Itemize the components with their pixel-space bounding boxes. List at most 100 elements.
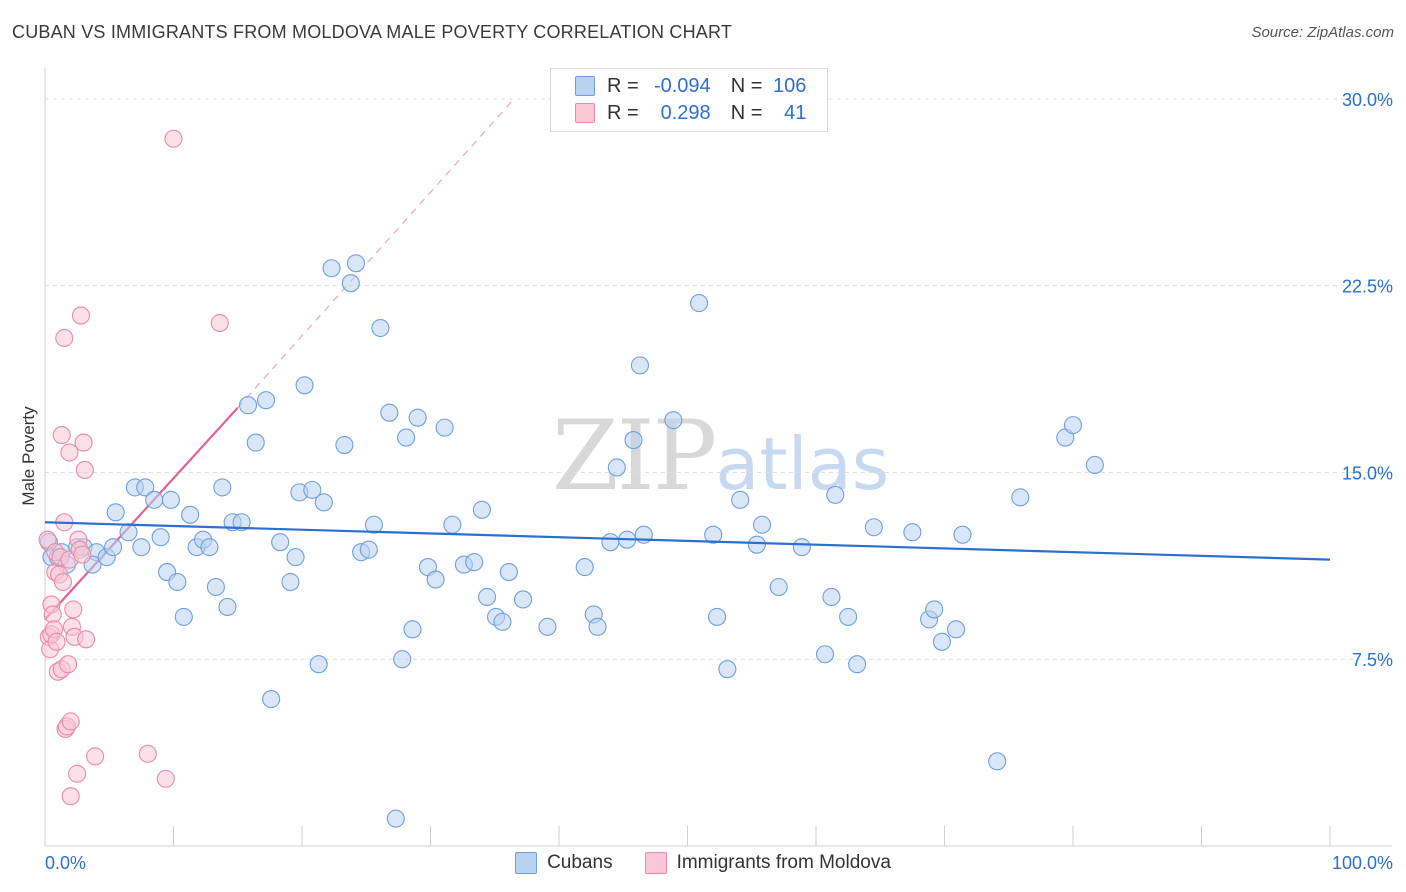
cubans-point — [303, 480, 322, 499]
cubans-point — [988, 752, 1007, 771]
legend-item-moldova[interactable]: Immigrants from Moldova — [644, 852, 891, 874]
moldova-point — [156, 769, 175, 788]
moldova-points — [38, 129, 229, 806]
axes — [44, 68, 1392, 847]
cubans-point — [624, 431, 643, 450]
y-tick-label: 30.0% — [1342, 90, 1393, 110]
watermark-zip: ZIP — [552, 400, 717, 512]
cubans-point — [281, 572, 300, 592]
cubans-point — [246, 433, 265, 452]
cubans-point — [213, 478, 232, 497]
moldova-point — [164, 129, 183, 148]
cubans-n-label: N = — [730, 74, 763, 97]
cubans-point — [752, 515, 772, 534]
cubans-point — [380, 403, 399, 422]
cubans-point — [364, 515, 384, 534]
cubans-point — [136, 478, 155, 497]
moldova-swatch — [575, 103, 595, 123]
cubans-point — [630, 356, 650, 375]
cubans-point — [513, 590, 533, 609]
cubans-point — [145, 490, 164, 509]
x-tick-label-min: 0.0% — [45, 853, 86, 873]
cubans-point — [181, 505, 200, 524]
cubans-point — [1085, 455, 1104, 475]
moldova-r-value: 0.298 — [660, 101, 711, 124]
moldova-trend-group — [44, 98, 515, 621]
legend-label-cubans: Cubans — [547, 852, 613, 873]
y-axis-title: Male Poverty — [19, 406, 38, 506]
cubans-point — [435, 418, 454, 437]
cubans-point — [359, 540, 378, 559]
cubans-point — [104, 538, 123, 557]
cubans-n-value: 106 — [773, 74, 807, 97]
moldova-point — [53, 572, 73, 592]
cubans-point — [903, 523, 922, 542]
cubans-point — [472, 500, 491, 519]
moldova-trend-extension — [237, 98, 515, 409]
cubans-point — [769, 577, 788, 597]
cubans-point — [322, 259, 341, 278]
moldova-point — [61, 787, 80, 806]
legend-item-cubans[interactable]: Cubans — [515, 852, 613, 874]
cubans-point — [443, 515, 462, 534]
tick-labels: 7.5% 15.0% 22.5% 30.0% 0.0% 100.0% Male Povert… — [19, 90, 1393, 873]
cubans-point — [704, 525, 723, 544]
moldova-point — [60, 443, 79, 462]
cubans-point — [708, 607, 727, 626]
cubans-point — [826, 485, 845, 504]
watermark: ZIPatlas — [552, 400, 889, 512]
y-tick-label: 7.5% — [1352, 650, 1393, 670]
cubans-point — [309, 655, 328, 674]
stats-legend: R = -0.094 N = 106 R = 0.298 N = 41 — [550, 68, 828, 132]
cubans-point — [601, 533, 620, 552]
cubans-point — [1011, 488, 1030, 507]
cubans-point — [607, 458, 626, 477]
moldova-point — [52, 426, 71, 445]
cubans-point — [371, 318, 390, 338]
cubans-point — [848, 655, 867, 674]
cubans-point — [718, 660, 737, 679]
cubans-point — [386, 809, 405, 828]
grid-lines — [45, 98, 1392, 660]
moldova-point — [74, 433, 93, 452]
cubans-point — [119, 523, 138, 542]
cubans-trend-line — [44, 521, 1331, 561]
cubans-point — [925, 600, 944, 619]
chart-title: CUBAN VS IMMIGRANTS FROM MOLDOVA MALE PO… — [12, 22, 733, 42]
moldova-point — [68, 764, 87, 783]
cubans-point — [408, 408, 427, 427]
cubans-point — [151, 528, 170, 547]
cubans-point — [341, 274, 360, 293]
cubans-point — [747, 535, 766, 554]
cubans-point — [218, 597, 237, 616]
cubans-point — [262, 690, 281, 709]
cubans-points — [39, 254, 1104, 828]
moldova-point — [75, 460, 94, 480]
cubans-point — [403, 620, 422, 639]
cubans-point — [238, 396, 258, 415]
moldova-point — [43, 605, 62, 624]
moldova-n-value: 41 — [784, 101, 807, 124]
stats-row-moldova: R = 0.298 N = 41 — [575, 100, 806, 126]
cubans-point — [161, 490, 180, 509]
moldova-r-label: R = — [607, 101, 639, 124]
cubans-point — [864, 518, 883, 537]
cubans-point — [575, 558, 594, 577]
legend-swatch-cubans — [515, 852, 538, 874]
cubans-point — [174, 607, 193, 626]
moldova-point — [73, 545, 92, 564]
cubans-swatch — [575, 76, 595, 96]
cubans-point — [106, 503, 125, 522]
y-tick-label: 15.0% — [1342, 463, 1393, 483]
stats-row-cubans: R = -0.094 N = 106 — [575, 73, 806, 99]
moldova-point — [64, 600, 83, 619]
legend-label-moldova: Immigrants from Moldova — [676, 852, 891, 873]
moldova-trend-line — [44, 406, 239, 621]
moldova-n-label: N = — [730, 101, 763, 124]
cubans-point — [397, 428, 416, 447]
cubans-r-label: R = — [607, 74, 639, 97]
cubans-point — [664, 411, 683, 430]
cubans-point — [792, 538, 811, 557]
cubans-point — [232, 513, 251, 532]
